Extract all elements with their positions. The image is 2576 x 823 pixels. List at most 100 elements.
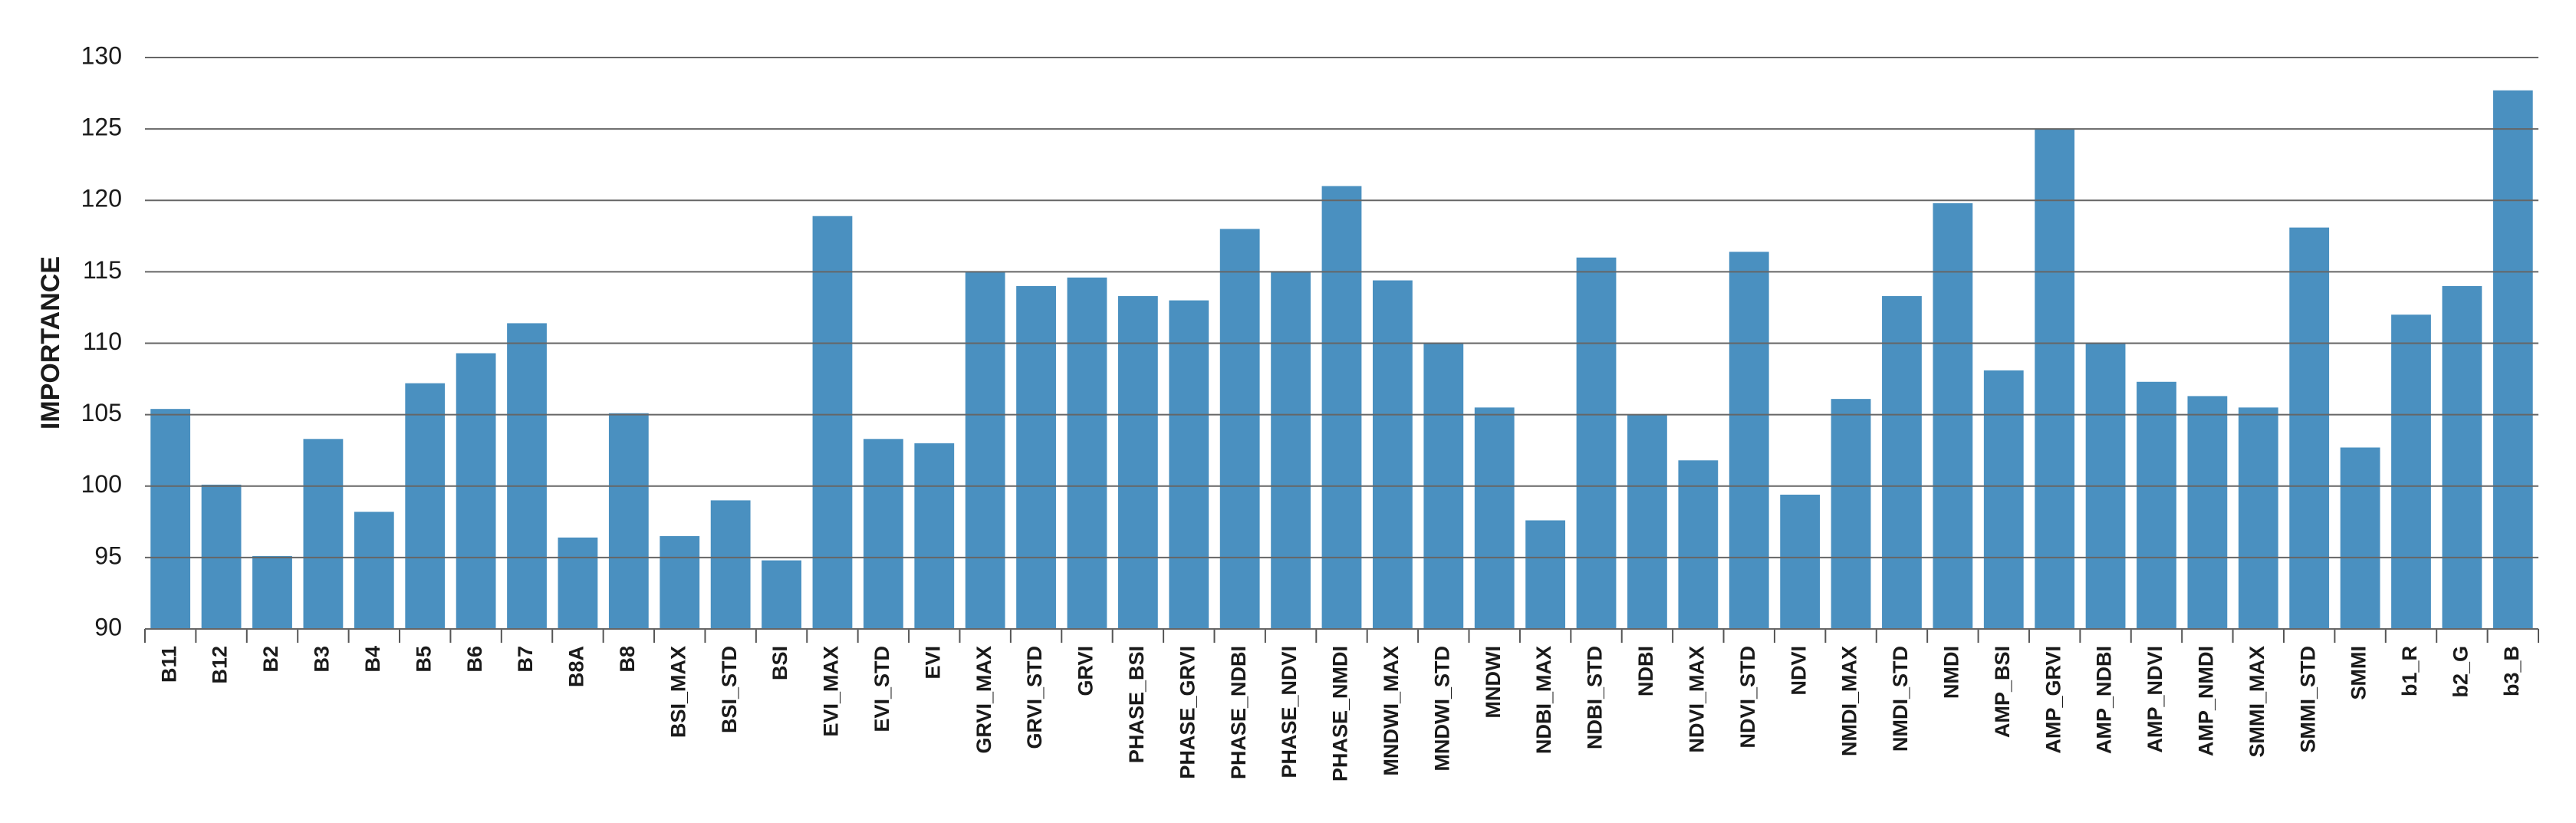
bar	[252, 556, 292, 629]
bar	[1067, 277, 1107, 629]
y-tick-label: 105	[81, 399, 122, 426]
x-tick-label: PHASE_NDBI	[1227, 646, 1250, 779]
y-tick-label: 120	[81, 185, 122, 212]
bar	[2187, 396, 2228, 629]
x-tick-label: B12	[209, 646, 232, 684]
x-tick-label: B8	[616, 646, 639, 673]
x-tick-label: BSI_MAX	[666, 646, 689, 738]
y-tick-label: 110	[83, 328, 122, 355]
x-tick-label: GRVI_STD	[1023, 646, 1046, 749]
bar	[1983, 370, 2024, 629]
x-tick-label: B6	[463, 646, 486, 673]
bar	[2442, 286, 2482, 629]
x-tick-label: MNDWI	[1482, 646, 1505, 718]
bar	[1016, 286, 1056, 629]
bar	[2238, 407, 2278, 629]
x-tick-label: AMP_NDBI	[2093, 646, 2116, 754]
bar	[2035, 129, 2075, 629]
y-tick-label: 115	[83, 256, 122, 284]
x-tick-label: GRVI_MAX	[972, 646, 995, 754]
x-tick-label: B7	[514, 646, 537, 673]
x-tick-label: AMP_BSI	[1991, 646, 2014, 738]
y-tick-label: 100	[81, 470, 122, 498]
bar	[1780, 494, 1821, 629]
bar	[507, 323, 547, 629]
x-tick-label: PHASE_BSI	[1125, 646, 1148, 763]
x-tick-label: NDBI_MAX	[1532, 646, 1555, 754]
x-tick-label: b2_G	[2449, 646, 2472, 698]
x-tick-label: NMDI	[1939, 646, 1962, 699]
x-tick-label: MNDWI_MAX	[1380, 646, 1403, 776]
x-tick-label: AMP_GRVI	[2041, 646, 2064, 754]
bar	[1525, 520, 1566, 629]
bar	[1831, 399, 1871, 629]
bar	[812, 216, 853, 629]
x-tick-label: SMMI_STD	[2296, 646, 2319, 753]
x-tick-label: PHASE_NDVI	[1278, 646, 1301, 779]
x-tick-label: SMMI_MAX	[2245, 646, 2268, 758]
x-tick-label: EVI_STD	[870, 646, 893, 732]
y-axis-label: IMPORTANCE	[36, 256, 65, 430]
bar	[660, 535, 700, 629]
bar	[1169, 300, 1209, 629]
y-tick-label: 125	[81, 114, 122, 141]
x-tick-label: NDVI_MAX	[1685, 646, 1708, 753]
x-tick-label: b3_B	[2500, 646, 2523, 696]
x-tick-label: NMDI_STD	[1889, 646, 1912, 752]
bar	[2289, 227, 2330, 629]
y-tick-label: 90	[94, 613, 122, 640]
bar	[1576, 257, 1617, 629]
x-tick-label: AMP_NMDI	[2194, 646, 2217, 756]
x-tick-label: B3	[311, 646, 334, 673]
bar	[1373, 280, 1413, 629]
bar	[2391, 314, 2431, 629]
x-tick-label: NDBI	[1634, 646, 1657, 696]
x-tick-label: B2	[259, 646, 282, 673]
x-tick-label: B5	[412, 646, 435, 673]
y-tick-label: 95	[94, 542, 122, 569]
y-tick-label: 130	[81, 41, 122, 69]
bar	[1219, 229, 1260, 629]
x-tick-label: B11	[157, 646, 180, 683]
x-tick-label: EVI_MAX	[820, 646, 843, 737]
x-tick-label: MNDWI_STD	[1430, 646, 1453, 772]
bar	[354, 512, 394, 629]
bar	[1933, 202, 1973, 630]
bar	[2492, 90, 2533, 629]
x-tick-label: NDVI_STD	[1736, 646, 1759, 749]
bar	[150, 409, 191, 629]
x-tick-label: B8A	[565, 646, 588, 687]
bar	[456, 353, 496, 629]
bar	[1474, 407, 1515, 629]
x-tick-label: BSI	[768, 646, 791, 680]
x-tick-label: EVI	[921, 646, 944, 680]
bar	[863, 439, 903, 629]
x-tick-label: PHASE_GRVI	[1176, 646, 1199, 779]
x-tick-label: B4	[361, 646, 384, 673]
bar	[914, 443, 955, 629]
x-tick-label: BSI_STD	[718, 646, 741, 733]
bar	[1321, 186, 1362, 629]
bar	[1882, 296, 1922, 629]
x-tick-label: GRVI	[1074, 646, 1097, 696]
bar	[965, 272, 1005, 629]
bar	[2137, 381, 2176, 629]
bar	[1271, 272, 1311, 629]
x-tick-label: PHASE_NMDI	[1329, 646, 1352, 782]
x-tick-label: NMDI_MAX	[1838, 646, 1861, 756]
x-tick-label: NDVI	[1787, 646, 1810, 696]
bar	[1729, 252, 1769, 629]
x-tick-label: SMMI	[2347, 646, 2370, 700]
bar	[1117, 296, 1158, 629]
bar	[1627, 414, 1667, 629]
bar	[608, 413, 649, 629]
bar	[762, 560, 801, 629]
bar	[405, 383, 446, 629]
x-tick-label: AMP_NDVI	[2143, 646, 2166, 753]
bar	[558, 537, 598, 629]
bar	[710, 500, 751, 629]
bar	[2340, 447, 2380, 629]
bar	[1678, 460, 1719, 629]
x-tick-label: b1_R	[2398, 646, 2421, 696]
